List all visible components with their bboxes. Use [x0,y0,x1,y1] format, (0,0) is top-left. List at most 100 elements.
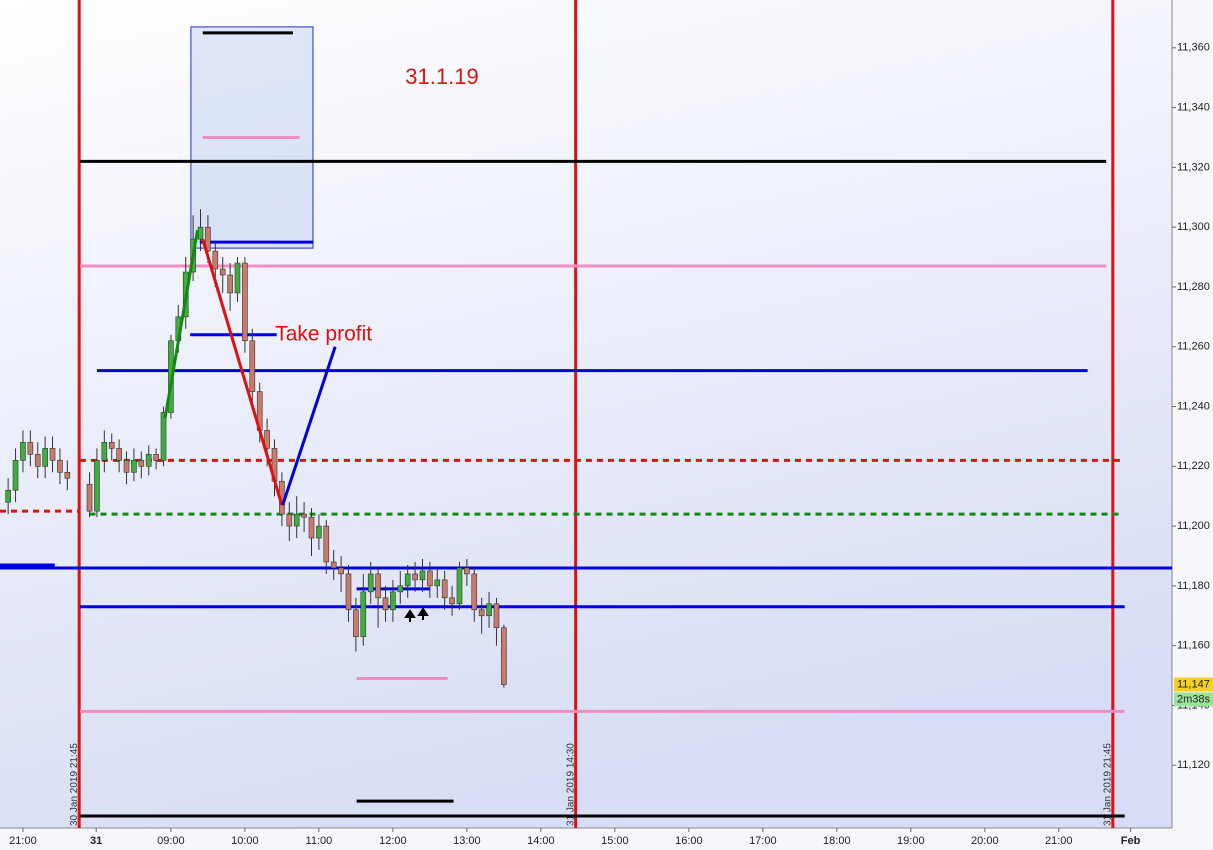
candle-body [456,567,463,605]
y-tick-label: 11,240 [1177,400,1210,412]
candle-body [212,250,219,270]
candle-body [219,268,226,276]
y-tick-label: 11,200 [1177,520,1210,532]
x-tick-label: 17:00 [749,835,777,847]
annotation: Take profit [275,322,372,345]
session-label: 30 Jan 2019 21:45 [69,743,80,826]
y-tick-label: 11,340 [1177,102,1210,114]
x-tick-label: 14:00 [527,835,555,847]
candle-body [42,448,48,467]
candle-body [116,448,122,461]
plot-background [0,0,1172,828]
candle-body [360,591,367,637]
candle-body [353,609,359,637]
candle-body [94,460,100,512]
candle-body [501,627,507,685]
candle-body [464,567,470,575]
candle-body [375,573,381,599]
candle-body [264,430,270,449]
candle-body [197,226,204,240]
x-tick-label: 11:00 [306,835,333,847]
candle-body [249,340,256,392]
countdown-box [1174,692,1213,707]
candle-body [434,579,441,587]
x-tick-label: Feb [1121,835,1141,847]
candle-body [205,226,211,252]
x-tick-label: 20:00 [971,835,999,847]
candle-body [27,442,34,455]
candle-body [49,448,56,461]
x-tick-label: 18:00 [823,835,851,847]
y-tick-label: 11,280 [1177,281,1210,293]
candle-body [390,591,396,611]
chart-title: 31.1.19 [405,64,478,89]
x-tick-label: 21:00 [1045,835,1073,847]
candle-body [5,489,11,503]
x-tick-label: 15:00 [601,835,629,847]
candle-body [301,513,307,518]
x-tick-label: 10:00 [231,835,259,847]
arrows [404,607,429,622]
candle-body [138,460,145,467]
candle-body [471,573,478,611]
candle-body [108,442,115,449]
last-price-label: 11,147 [1177,678,1210,690]
candle-body [153,454,159,461]
y-tick-label: 11,360 [1177,42,1210,54]
candle-body [493,603,500,629]
candle-body [34,454,41,467]
x-tick-label: 13:00 [453,835,481,847]
x-tick-label: 21:00 [9,835,37,847]
candle-body [242,262,248,342]
y-tick-label: 11,220 [1177,460,1210,472]
candle-body [382,597,389,611]
candle-body [123,460,130,473]
candle-body [367,573,374,593]
y-axis-panel [1172,0,1213,850]
trend-line [163,229,200,419]
candle-body [20,442,26,461]
x-tick-label: 31 [90,835,102,847]
candle-body [316,525,322,539]
candle-body [57,460,63,473]
y-tick-label: 11,320 [1177,161,1210,173]
y-tick-label: 11,160 [1177,640,1210,652]
candle-body [397,585,404,593]
candle-body [441,579,448,599]
x-tick-label: 16:00 [675,835,703,847]
candle-body [227,274,233,294]
candle-body [131,460,137,473]
x-tick-label: 12:00 [379,835,407,847]
candle-body [412,573,418,581]
candle-body [419,570,426,581]
candle-body [160,412,167,461]
candle-body [234,262,241,294]
trend-line [281,346,337,506]
candle-body [427,570,433,587]
session-label: 31 Jan 2019 14:30 [565,743,576,826]
trend-line [201,238,284,506]
candle-body [293,513,300,527]
candle-body [12,460,19,491]
candle-body [404,573,411,587]
session-label: 31 Jan 2019 21:45 [1102,743,1113,826]
x-tick-label: 09:00 [157,835,185,847]
candle-body [330,561,337,569]
last-price-box [1174,677,1213,692]
candle-body [101,442,108,461]
y-tick-label: 11,300 [1177,221,1210,233]
candle-body [486,603,492,617]
x-axis-panel [0,828,1172,850]
candle-body [338,567,344,575]
countdown-label: 2m38s [1177,693,1211,705]
candle-body [345,573,352,611]
y-tick-label: 11,120 [1177,759,1210,771]
candle-body [286,513,293,527]
candle-body [145,454,152,467]
x-tick-label: 19:00 [897,835,925,847]
y-tick-label: 11,260 [1177,341,1210,353]
candle-body [86,483,93,512]
candle-body [323,525,330,563]
candle-body [449,597,455,605]
